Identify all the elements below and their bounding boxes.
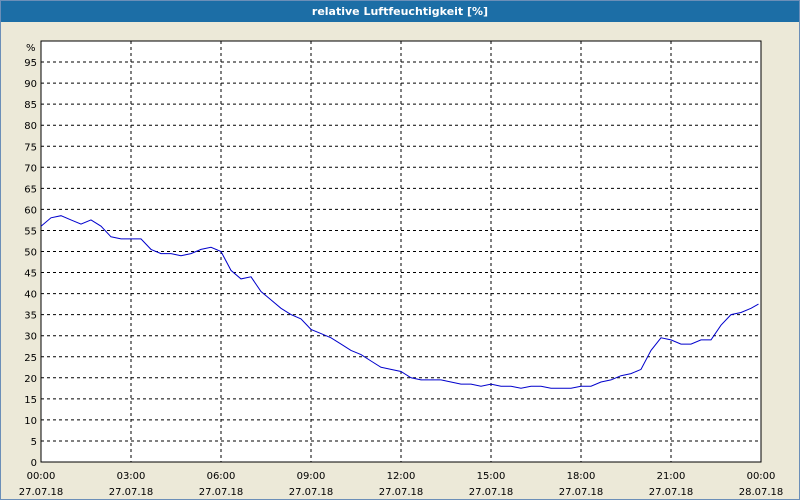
y-axis-unit-label: % xyxy=(26,43,36,54)
x-tick-time: 18:00 xyxy=(567,471,596,482)
x-tick-labels: 00:00 27.07.18 03:00 27.07.18 06:00 27.07.18 0… xyxy=(19,471,784,498)
y-tick-label: 30 xyxy=(24,332,37,343)
y-tick-label: 35 xyxy=(24,311,37,322)
y-tick-label: 55 xyxy=(24,226,37,237)
x-tick-date: 27.07.18 xyxy=(199,487,244,498)
x-tick-time: 09:00 xyxy=(297,471,326,482)
x-tick-time: 06:00 xyxy=(207,471,236,482)
y-tick-label: 70 xyxy=(24,163,37,174)
y-tick-labels: 0 5 10 15 20 25 30 35 40 45 50 55 60 65 70 75 80 85 90 95 xyxy=(24,58,37,469)
y-tick-label: 45 xyxy=(24,269,37,280)
x-tick-time: 15:00 xyxy=(477,471,506,482)
x-tick-date: 28.07.18 xyxy=(739,487,784,498)
y-tick-label: 60 xyxy=(24,205,37,216)
x-tick-time: 21:00 xyxy=(657,471,686,482)
x-tick-date: 27.07.18 xyxy=(19,487,64,498)
y-tick-label: 40 xyxy=(24,290,37,301)
y-tick-label: 95 xyxy=(24,58,37,69)
humidity-line xyxy=(40,215,759,389)
y-tick-label: 10 xyxy=(24,416,37,427)
x-tick-date: 27.07.18 xyxy=(109,487,154,498)
y-tick-label: 85 xyxy=(24,100,37,111)
y-tick-label: 65 xyxy=(24,184,37,195)
chart-title: relative Luftfeuchtigkeit [%] xyxy=(1,1,799,22)
x-tick-date: 27.07.18 xyxy=(559,487,604,498)
y-tick-label: 90 xyxy=(24,79,37,90)
y-tick-label: 50 xyxy=(24,248,37,259)
y-tick-label: 15 xyxy=(24,395,37,406)
x-tick-time: 00:00 xyxy=(27,471,56,482)
y-tick-label: 5 xyxy=(31,437,37,448)
y-tick-label: 20 xyxy=(24,374,37,385)
x-tick-date: 27.07.18 xyxy=(289,487,334,498)
y-tick-label: 80 xyxy=(24,121,37,132)
x-tick-time: 03:00 xyxy=(117,471,146,482)
x-tick-date: 27.07.18 xyxy=(649,487,694,498)
y-tick-label: 75 xyxy=(24,142,37,153)
x-tick-date: 27.07.18 xyxy=(469,487,514,498)
x-tick-time: 12:00 xyxy=(387,471,416,482)
x-tick-time: 00:00 xyxy=(747,471,776,482)
x-tick-date: 27.07.18 xyxy=(379,487,424,498)
y-tick-label: 0 xyxy=(31,458,37,469)
y-tick-label: 25 xyxy=(24,353,37,364)
